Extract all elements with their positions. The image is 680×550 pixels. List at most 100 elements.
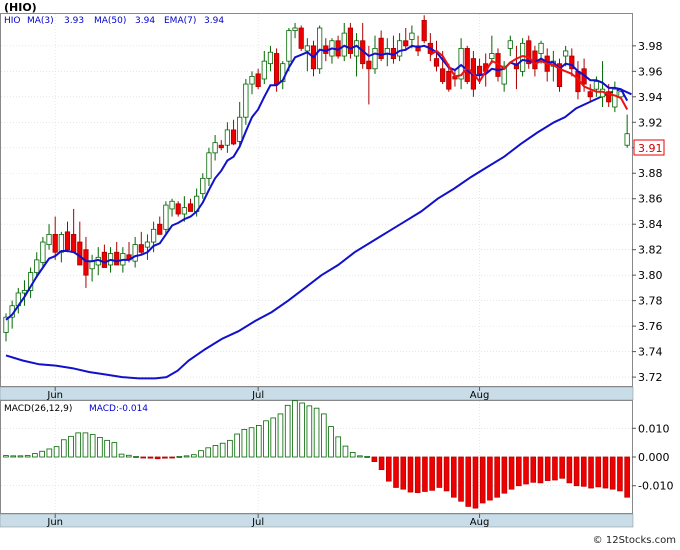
price-tick-label: 3.96 (638, 65, 663, 78)
candle (237, 101, 243, 148)
candle (403, 28, 409, 51)
macd-bar (75, 432, 82, 458)
macd-bar (118, 453, 125, 458)
candle-body (206, 152, 212, 179)
legend-symbol: HIO (4, 16, 21, 26)
macd-bar (581, 456, 587, 487)
candle-body (237, 116, 243, 142)
candle-body (606, 91, 612, 103)
macd-bar (306, 405, 313, 458)
macd-bar (602, 456, 609, 489)
legend-ema7-value: 3.94 (204, 16, 224, 26)
candle (255, 68, 261, 90)
candle (612, 81, 618, 113)
macd-bar (364, 456, 370, 458)
ma3-line (429, 49, 629, 110)
macd-bar (335, 436, 342, 458)
macd-bar (169, 456, 175, 459)
macd-title: MACD(26,12,9) (4, 404, 72, 414)
macd-bar (133, 456, 139, 458)
candle-body (243, 83, 249, 118)
candle-body (298, 27, 304, 49)
last-price-label: 3.91 (638, 142, 663, 155)
macd-bar (17, 455, 24, 458)
macd-bar (386, 456, 392, 482)
candle-body (378, 37, 384, 59)
macd-bar (263, 420, 269, 458)
date-label: Jun (46, 390, 63, 401)
macd-bar (212, 445, 219, 458)
candle-body (513, 63, 520, 70)
candle (556, 58, 563, 92)
macd-date-label: Jul (251, 517, 264, 528)
candle (144, 234, 151, 260)
candle-body (286, 30, 292, 62)
candle-body (200, 177, 206, 195)
candle-body (612, 88, 618, 108)
candle (46, 224, 52, 250)
candle-body (46, 233, 52, 245)
macd-bar (198, 450, 204, 458)
candle-body (440, 68, 446, 82)
macd-bar (60, 439, 67, 458)
macd-bar (544, 456, 551, 481)
price-tick-label: 3.92 (638, 116, 663, 129)
candle-body (157, 223, 163, 235)
candle-body (593, 81, 600, 90)
candle-body (489, 53, 495, 59)
candle (569, 48, 575, 77)
candle-body (138, 244, 144, 253)
candle (64, 221, 71, 253)
macd-histogram (3, 400, 630, 509)
macd-bar (320, 413, 327, 458)
macd-bar (523, 456, 529, 485)
candle-body (341, 32, 347, 57)
candle (138, 231, 144, 255)
macd-bar (82, 432, 89, 458)
candle-body (556, 63, 563, 88)
legend-ma50-value: 3.94 (135, 16, 155, 26)
candle (409, 25, 415, 49)
candle (489, 35, 495, 64)
candle-body (273, 53, 280, 85)
ma50-line (5, 88, 632, 380)
candle (101, 244, 107, 268)
candle (230, 119, 237, 146)
candle-body (347, 27, 354, 54)
macd-bar (3, 455, 9, 458)
candle (433, 40, 440, 72)
macd-bar (566, 456, 573, 484)
candle (526, 35, 532, 69)
candle (532, 45, 538, 77)
macd-bar (270, 417, 277, 458)
candle-body (261, 60, 267, 80)
candle-body (255, 73, 261, 88)
candle (169, 198, 175, 217)
candle (243, 78, 249, 125)
candle-body (372, 47, 378, 70)
candle (163, 201, 169, 235)
macd-bar (407, 456, 414, 493)
candle-body (34, 259, 40, 274)
price-legend: HIO MA(3) 3.93 MA(50) 3.94 EMA(7) 3.94 (4, 16, 224, 26)
candle-body (230, 129, 237, 145)
candle (181, 196, 187, 222)
candle (513, 45, 520, 90)
legend-ma3-value: 3.93 (64, 16, 84, 26)
price-panel (0, 13, 633, 387)
candle-body (144, 241, 151, 248)
macd-bar (501, 456, 508, 494)
macd-bar (371, 456, 378, 462)
macd-bar (46, 448, 53, 458)
macd-bar (162, 456, 168, 459)
macd-date-band (0, 513, 634, 528)
macd-bar (516, 456, 522, 487)
legend-ema7-label: EMA(7) (164, 16, 196, 26)
candle (624, 114, 630, 148)
macd-bar (32, 453, 38, 458)
macd-bar (508, 456, 515, 490)
macd-bar (111, 442, 118, 458)
candle (415, 35, 421, 57)
macd-bar (400, 456, 407, 490)
